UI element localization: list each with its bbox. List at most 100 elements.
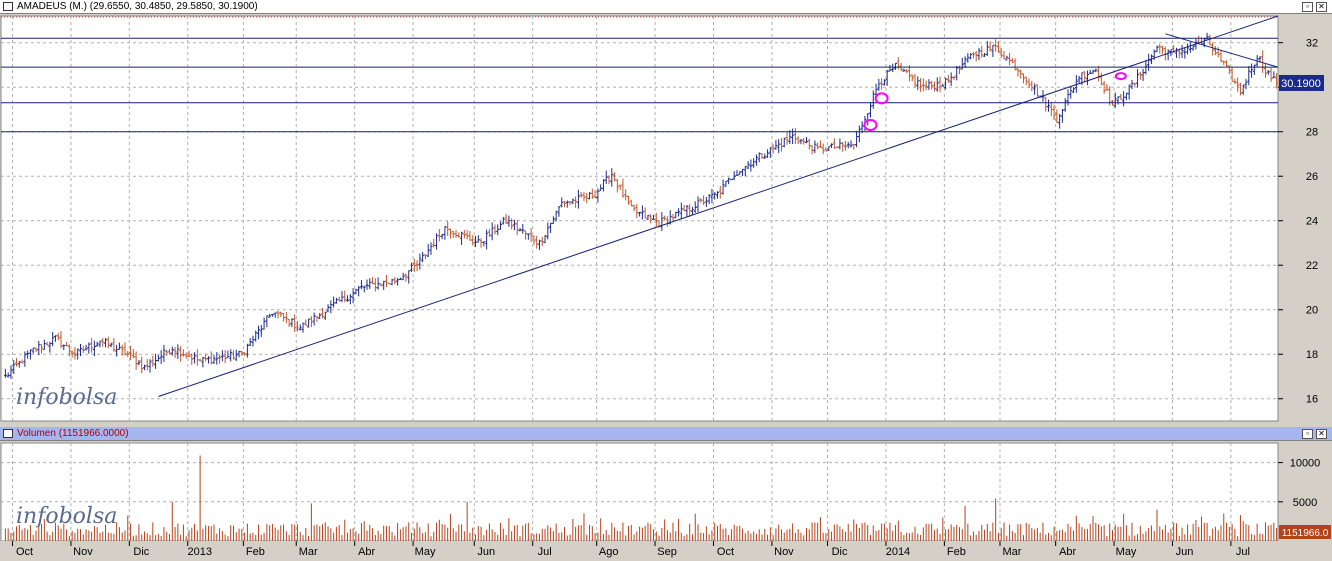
ohlc-bar bbox=[290, 318, 294, 328]
ohlc-bar bbox=[640, 205, 644, 220]
ohlc-bar bbox=[479, 238, 483, 248]
ohlc-bar bbox=[615, 179, 619, 193]
x-tick-label: Dic bbox=[832, 546, 848, 558]
ohlc-bar bbox=[418, 253, 422, 270]
ohlc-bar bbox=[179, 345, 183, 362]
ohlc-bar bbox=[40, 344, 44, 354]
ohlc-bar bbox=[963, 56, 967, 68]
ohlc-bar bbox=[830, 143, 834, 149]
ohlc-bar bbox=[323, 311, 327, 320]
ohlc-bar bbox=[471, 235, 475, 246]
ohlc-bar bbox=[885, 69, 889, 86]
ohlc-bar bbox=[140, 356, 144, 374]
x-tick-label: Feb bbox=[947, 546, 966, 558]
ohlc-bar bbox=[568, 201, 572, 205]
ohlc-bar bbox=[95, 341, 99, 347]
ohlc-bar bbox=[365, 279, 369, 290]
ohlc-bar bbox=[1186, 43, 1190, 55]
ohlc-bar bbox=[604, 170, 608, 184]
ohlc-bar bbox=[460, 231, 464, 245]
ohlc-bar bbox=[37, 340, 41, 356]
ohlc-bar bbox=[201, 356, 205, 368]
last-volume-label: 1151966.0 bbox=[1282, 528, 1329, 539]
ohlc-bar bbox=[145, 359, 149, 371]
volume-chart[interactable]: 5000 10000 1151966.0 infobolsa Oct Nov Dic 2013… bbox=[0, 441, 1332, 561]
y-tick-label: 22 bbox=[1306, 260, 1318, 272]
ohlc-bar bbox=[1252, 64, 1256, 75]
ohlc-bar bbox=[805, 136, 809, 144]
last-price-tag bbox=[1279, 74, 1324, 91]
ohlc-bar bbox=[671, 213, 675, 222]
ohlc-bar bbox=[1005, 55, 1009, 61]
ohlc-bar bbox=[156, 355, 160, 362]
ohlc-bar bbox=[379, 283, 383, 287]
close-button[interactable]: ✕ bbox=[1316, 2, 1327, 12]
ohlc-bar bbox=[1272, 71, 1276, 79]
ohlc-bar bbox=[802, 138, 806, 145]
ohlc-bar bbox=[346, 295, 350, 302]
ohlc-bar bbox=[462, 229, 466, 239]
ohlc-bar bbox=[721, 179, 725, 195]
ohlc-bar bbox=[1216, 46, 1220, 58]
ohlc-bar bbox=[560, 197, 564, 208]
ohlc-bar bbox=[585, 192, 589, 204]
ohlc-bar bbox=[446, 221, 450, 236]
ohlc-bar bbox=[31, 347, 35, 354]
ohlc-bar bbox=[440, 233, 444, 240]
ohlc-bar bbox=[952, 75, 956, 81]
ohlc-bar bbox=[273, 312, 277, 318]
ohlc-bar bbox=[318, 313, 322, 319]
ohlc-bar bbox=[1060, 109, 1064, 123]
gap-marker bbox=[863, 119, 878, 132]
ohlc-bar bbox=[843, 140, 847, 151]
price-chart[interactable]: 16 18 20 22 24 26 28 32 30.1900 infobolsa bbox=[0, 14, 1332, 425]
volume-plot-area bbox=[0, 442, 1279, 542]
ohlc-bar bbox=[496, 224, 500, 236]
ohlc-bar bbox=[295, 320, 299, 332]
ohlc-bar bbox=[579, 191, 583, 198]
ohlc-bar bbox=[907, 65, 911, 82]
ohlc-bar bbox=[254, 330, 258, 342]
ohlc-bar bbox=[557, 205, 561, 217]
ohlc-bar bbox=[1230, 67, 1234, 82]
ohlc-bar bbox=[482, 241, 486, 247]
ohlc-bar bbox=[596, 188, 600, 203]
ohlc-bar bbox=[757, 152, 761, 163]
ohlc-bar bbox=[696, 196, 700, 213]
ohlc-bar bbox=[707, 194, 711, 205]
ohlc-bar bbox=[966, 53, 970, 63]
ohlc-bar bbox=[1247, 66, 1251, 86]
restore-button[interactable]: ▫ bbox=[1302, 2, 1313, 12]
y-tick-label: 10000 bbox=[1290, 458, 1321, 470]
ohlc-bar bbox=[220, 350, 224, 362]
close-button[interactable]: ✕ bbox=[1316, 429, 1327, 439]
ohlc-bar bbox=[123, 342, 127, 356]
ohlc-bar bbox=[877, 78, 881, 91]
x-tick-label: Mar bbox=[299, 546, 318, 558]
ohlc-bar bbox=[824, 146, 828, 152]
ohlc-bar bbox=[1263, 64, 1267, 78]
ohlc-bar bbox=[1047, 99, 1051, 112]
ohlc-bar bbox=[507, 215, 511, 227]
ohlc-bar bbox=[621, 178, 625, 198]
ohlc-bar bbox=[137, 360, 141, 366]
ohlc-bar bbox=[1049, 101, 1053, 117]
ohlc-bar bbox=[187, 350, 191, 357]
ohlc-bar bbox=[6, 372, 10, 378]
ohlc-bar bbox=[1044, 96, 1048, 112]
ohlc-bar bbox=[949, 72, 953, 86]
ohlc-bar bbox=[910, 74, 914, 82]
ohlc-bar bbox=[724, 180, 728, 187]
ohlc-bar bbox=[902, 68, 906, 72]
ohlc-bar bbox=[501, 216, 505, 225]
ohlc-bar bbox=[1016, 68, 1020, 77]
y-tick-label: 26 bbox=[1306, 171, 1318, 183]
ohlc-bar bbox=[204, 353, 208, 362]
ohlc-bar bbox=[407, 270, 411, 284]
ohlc-bar bbox=[1091, 69, 1095, 74]
ohlc-bar bbox=[729, 178, 733, 181]
x-tick-label: Oct bbox=[717, 546, 734, 558]
ohlc-bar bbox=[309, 316, 313, 328]
restore-button[interactable]: ▫ bbox=[1302, 429, 1313, 439]
ohlc-bar bbox=[715, 191, 719, 199]
